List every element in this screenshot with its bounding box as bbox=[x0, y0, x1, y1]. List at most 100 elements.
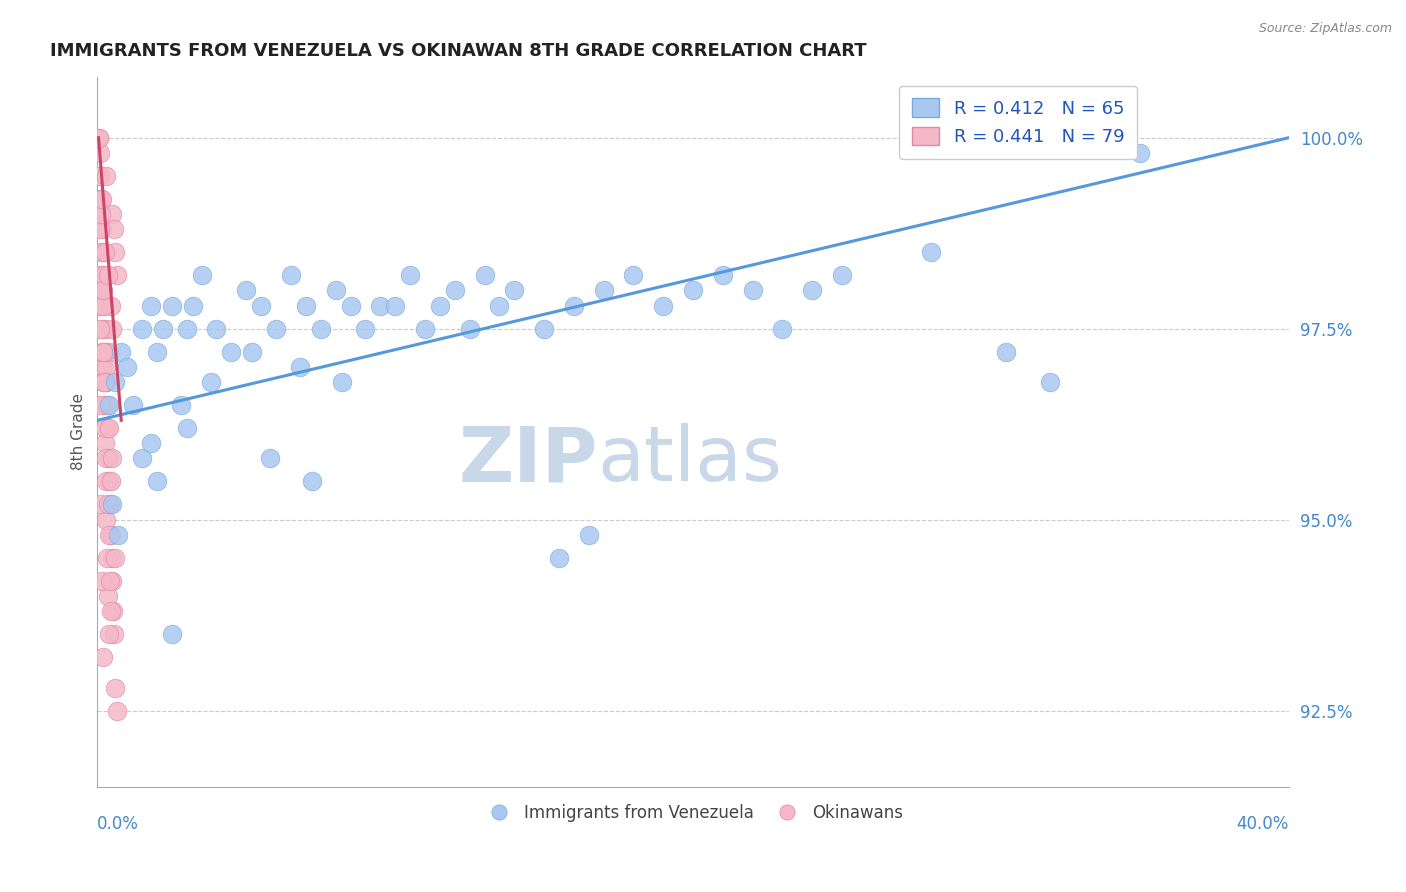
Point bbox=[682, 284, 704, 298]
Point bbox=[91, 650, 114, 665]
Point bbox=[96, 550, 118, 565]
Point bbox=[339, 299, 361, 313]
Point bbox=[104, 681, 127, 695]
Point bbox=[90, 497, 112, 511]
Point bbox=[770, 321, 793, 335]
Point bbox=[87, 268, 110, 282]
Point bbox=[94, 421, 117, 435]
Point bbox=[90, 284, 112, 298]
Point bbox=[160, 627, 183, 641]
Point bbox=[100, 550, 122, 565]
Point bbox=[97, 589, 120, 603]
Point bbox=[91, 245, 114, 260]
Point bbox=[100, 299, 122, 313]
Point bbox=[368, 299, 391, 313]
Point bbox=[107, 528, 129, 542]
Point bbox=[94, 245, 117, 260]
Point bbox=[105, 704, 128, 718]
Point bbox=[801, 284, 824, 298]
Point bbox=[100, 604, 122, 618]
Point bbox=[623, 268, 645, 282]
Point bbox=[89, 169, 111, 183]
Point bbox=[176, 421, 198, 435]
Point bbox=[325, 284, 347, 298]
Point bbox=[115, 359, 138, 374]
Point bbox=[101, 207, 124, 221]
Point bbox=[458, 321, 481, 335]
Point bbox=[91, 299, 114, 313]
Point bbox=[89, 222, 111, 236]
Point bbox=[288, 359, 311, 374]
Point bbox=[91, 375, 114, 389]
Point bbox=[235, 284, 257, 298]
Point bbox=[89, 169, 111, 183]
Point bbox=[139, 436, 162, 450]
Text: Source: ZipAtlas.com: Source: ZipAtlas.com bbox=[1258, 22, 1392, 36]
Point bbox=[152, 321, 174, 335]
Point bbox=[94, 344, 117, 359]
Point bbox=[831, 268, 853, 282]
Y-axis label: 8th Grade: 8th Grade bbox=[72, 393, 86, 470]
Point bbox=[1129, 145, 1152, 160]
Point bbox=[98, 475, 121, 489]
Point bbox=[131, 451, 153, 466]
Point bbox=[91, 284, 114, 298]
Point bbox=[160, 299, 183, 313]
Point bbox=[200, 375, 222, 389]
Point bbox=[1039, 375, 1062, 389]
Point bbox=[413, 321, 436, 335]
Point bbox=[146, 344, 169, 359]
Point bbox=[94, 344, 117, 359]
Point bbox=[354, 321, 377, 335]
Point bbox=[89, 321, 111, 335]
Point bbox=[139, 299, 162, 313]
Point bbox=[330, 375, 353, 389]
Point bbox=[96, 375, 118, 389]
Text: 0.0%: 0.0% bbox=[97, 815, 139, 833]
Point bbox=[97, 497, 120, 511]
Point bbox=[101, 604, 124, 618]
Text: IMMIGRANTS FROM VENEZUELA VS OKINAWAN 8TH GRADE CORRELATION CHART: IMMIGRANTS FROM VENEZUELA VS OKINAWAN 8T… bbox=[49, 42, 866, 60]
Point bbox=[250, 299, 273, 313]
Point bbox=[103, 222, 125, 236]
Point bbox=[100, 475, 122, 489]
Point bbox=[176, 321, 198, 335]
Text: 40.0%: 40.0% bbox=[1236, 815, 1289, 833]
Point bbox=[94, 436, 117, 450]
Point bbox=[90, 344, 112, 359]
Point bbox=[221, 344, 243, 359]
Point bbox=[399, 268, 422, 282]
Point bbox=[741, 284, 763, 298]
Point bbox=[96, 169, 118, 183]
Point bbox=[652, 299, 675, 313]
Point bbox=[97, 627, 120, 641]
Point bbox=[578, 528, 600, 542]
Point bbox=[98, 344, 121, 359]
Point bbox=[429, 299, 451, 313]
Point bbox=[105, 268, 128, 282]
Point bbox=[90, 574, 112, 588]
Point bbox=[96, 513, 118, 527]
Text: ZIP: ZIP bbox=[458, 423, 598, 497]
Point bbox=[146, 475, 169, 489]
Point bbox=[89, 145, 111, 160]
Point bbox=[190, 268, 212, 282]
Point bbox=[548, 550, 571, 565]
Point bbox=[98, 497, 121, 511]
Point bbox=[91, 321, 114, 335]
Point bbox=[90, 207, 112, 221]
Point bbox=[264, 321, 287, 335]
Point bbox=[93, 268, 115, 282]
Point bbox=[96, 451, 118, 466]
Legend: Immigrants from Venezuela, Okinawans: Immigrants from Venezuela, Okinawans bbox=[477, 797, 910, 829]
Point bbox=[89, 207, 111, 221]
Point bbox=[994, 344, 1017, 359]
Point bbox=[131, 321, 153, 335]
Point bbox=[97, 451, 120, 466]
Point bbox=[110, 344, 132, 359]
Point bbox=[104, 245, 127, 260]
Point bbox=[90, 222, 112, 236]
Point bbox=[87, 130, 110, 145]
Point bbox=[488, 299, 510, 313]
Point bbox=[205, 321, 228, 335]
